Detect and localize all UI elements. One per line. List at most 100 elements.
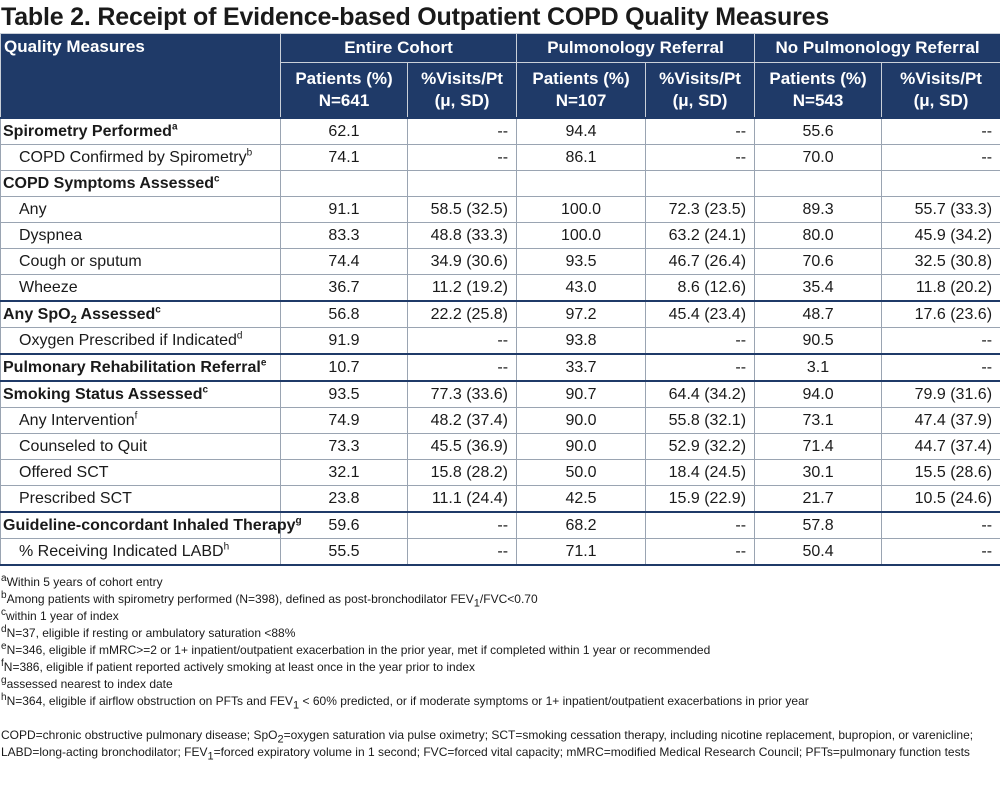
entire-visits-cell: 11.2 (19.2) <box>406 274 518 302</box>
pulm-visits-cell: 15.9 (22.9) <box>645 485 756 513</box>
nopulm-patients-cell: 71.4 <box>754 433 883 460</box>
pulm-visits-cell <box>645 170 756 197</box>
entire-cohort-header: Entire Cohort <box>279 33 518 63</box>
table-row: Prescribed SCT 23.8 11.1 (24.4) 42.5 15.9 (2… <box>0 485 1000 513</box>
entire-visits-cell: 11.1 (24.4) <box>406 485 518 513</box>
entire-visits-cell: -- <box>406 511 518 539</box>
pulm-visits-cell: 46.7 (26.4) <box>645 248 756 275</box>
nopulm-visits-cell: 10.5 (24.6) <box>881 485 1000 513</box>
pulm-patients-cell: 90.7 <box>516 380 647 408</box>
nopulm-visits-cell: -- <box>881 327 1000 355</box>
nopulm-patients-cell: 55.6 <box>754 117 883 145</box>
footnote: hN=364, eligible if airflow obstruction … <box>1 692 809 712</box>
entire-patients-cell: 62.1 <box>280 117 408 145</box>
nopulm-visits-cell: 44.7 (37.4) <box>881 433 1000 460</box>
footnote: eN=346, eligible if mMRC>=2 or 1+ inpati… <box>1 641 711 658</box>
nopulm-visits-cell: 79.9 (31.6) <box>881 380 1000 408</box>
nopulm-patients-cell: 35.4 <box>754 274 883 302</box>
pulm-visits-cell: 52.9 (32.2) <box>645 433 756 460</box>
entire-visits-cell: -- <box>406 117 518 145</box>
pulm-patients-cell: 33.7 <box>516 353 647 382</box>
nopulm-patients-cell: 48.7 <box>754 300 883 328</box>
nopulm-visits-cell: 11.8 (20.2) <box>881 274 1000 302</box>
table-body: Spirometry Performeda 62.1 -- 94.4 -- 55.6 -- C… <box>0 117 1000 566</box>
pulm-patients-cell: 93.5 <box>516 248 647 275</box>
measure-label: Any SpO2 Assessedc <box>0 300 281 328</box>
entire-patients-cell: 74.1 <box>280 144 408 171</box>
entire-patients-cell: 36.7 <box>280 274 408 302</box>
nopulm-visits-cell: -- <box>881 511 1000 539</box>
entire-visits-cell: 34.9 (30.6) <box>406 248 518 275</box>
quality-measures-table: Quality Measures Entire Cohort Pulmonolo… <box>0 33 1000 566</box>
table-row: Any SpO2 Assessedc 56.8 22.2 (25.8) 97.2 45.… <box>0 300 1000 328</box>
pulm-visits-cell: -- <box>645 511 756 539</box>
measure-label: Oxygen Prescribed if Indicatedd <box>0 327 281 355</box>
nopulm-patients-cell: 57.8 <box>754 511 883 539</box>
entire-patients-cell: 32.1 <box>280 459 408 486</box>
measure-label: Smoking Status Assessedc <box>0 380 281 408</box>
entire-visits-cell: 15.8 (28.2) <box>406 459 518 486</box>
pulm-visits-cell: 8.6 (12.6) <box>645 274 756 302</box>
entire-patients-cell: 74.4 <box>280 248 408 275</box>
pulm-patients-cell: 43.0 <box>516 274 647 302</box>
measure-label: COPD Symptoms Assessedc <box>0 170 281 197</box>
entire-patients-cell <box>280 170 408 197</box>
pulm-patients-cell: 100.0 <box>516 222 647 249</box>
nopulm-visits-cell: -- <box>881 538 1000 566</box>
table-row: Pulmonary Rehabilitation Referrale 10.7 --… <box>0 353 1000 382</box>
table-row: Any Interventionf 74.9 48.2 (37.4) 90.0 55.8… <box>0 407 1000 434</box>
table-row: Any 91.1 58.5 (32.5) 100.0 72.3 (23.5) 89.3 55… <box>0 196 1000 223</box>
footnote: gassessed nearest to index date <box>1 675 173 692</box>
entire-visits-cell: 48.8 (33.3) <box>406 222 518 249</box>
footnote: dN=37, eligible if resting or ambulatory… <box>1 624 296 641</box>
pulm-patients-cell: 93.8 <box>516 327 647 355</box>
entire-patients-cell: 55.5 <box>280 538 408 566</box>
nopulm-visits-cell: 15.5 (28.6) <box>881 459 1000 486</box>
pulm-patients-cell: 94.4 <box>516 117 647 145</box>
pulm-visits-cell: 63.2 (24.1) <box>645 222 756 249</box>
nopulm-visits-cell: 32.5 (30.8) <box>881 248 1000 275</box>
pulm-visits-cell: -- <box>645 144 756 171</box>
patients-header: Patients (%) N=543 <box>754 62 883 119</box>
pulm-patients-cell: 68.2 <box>516 511 647 539</box>
table-title: Table 2. Receipt of Evidence-based Outpa… <box>1 3 830 31</box>
table-row: Wheeze 36.7 11.2 (19.2) 43.0 8.6 (12.6) 35.4 1… <box>0 274 1000 302</box>
nopulm-visits-cell: 55.7 (33.3) <box>881 196 1000 223</box>
pulm-visits-cell: -- <box>645 117 756 145</box>
nopulm-patients-cell: 70.0 <box>754 144 883 171</box>
entire-patients-cell: 10.7 <box>280 353 408 382</box>
pulm-patients-cell: 71.1 <box>516 538 647 566</box>
visits-header: %Visits/Pt (μ, SD) <box>645 62 756 119</box>
entire-patients-cell: 56.8 <box>280 300 408 328</box>
nopulm-visits-cell: 47.4 (37.9) <box>881 407 1000 434</box>
entire-patients-cell: 91.1 <box>280 196 408 223</box>
footnote: aWithin 5 years of cohort entry <box>1 573 163 590</box>
nopulm-visits-cell: -- <box>881 144 1000 171</box>
pulm-visits-cell: -- <box>645 538 756 566</box>
visits-header: %Visits/Pt (μ, SD) <box>881 62 1000 119</box>
measure-label: Pulmonary Rehabilitation Referrale <box>0 353 281 382</box>
entire-patients-cell: 74.9 <box>280 407 408 434</box>
pulm-visits-cell: 45.4 (23.4) <box>645 300 756 328</box>
pulm-visits-cell: 18.4 (24.5) <box>645 459 756 486</box>
patients-header: Patients (%) N=641 <box>280 62 408 119</box>
pulm-patients-cell <box>516 170 647 197</box>
table-row: Counseled to Quit 73.3 45.5 (36.9) 90.0 52.9… <box>0 433 1000 460</box>
entire-visits-cell: 48.2 (37.4) <box>406 407 518 434</box>
entire-visits-cell: 58.5 (32.5) <box>406 196 518 223</box>
nopulm-visits-cell <box>881 170 1000 197</box>
table-row: Spirometry Performeda 62.1 -- 94.4 -- 55.6 -- <box>0 117 1000 145</box>
measure-label: COPD Confirmed by Spirometryb <box>0 144 281 171</box>
nopulm-patients-cell: 94.0 <box>754 380 883 408</box>
entire-patients-cell: 83.3 <box>280 222 408 249</box>
nopulm-patients-cell: 89.3 <box>754 196 883 223</box>
pulm-visits-cell: -- <box>645 353 756 382</box>
nopulm-patients-cell: 21.7 <box>754 485 883 513</box>
measure-label: Dyspnea <box>0 222 281 249</box>
pulm-patients-cell: 90.0 <box>516 407 647 434</box>
measure-label: Any <box>0 196 281 223</box>
nopulm-patients-cell: 50.4 <box>754 538 883 566</box>
pulm-visits-cell: 55.8 (32.1) <box>645 407 756 434</box>
pulm-patients-cell: 86.1 <box>516 144 647 171</box>
pulm-visits-cell: -- <box>645 327 756 355</box>
